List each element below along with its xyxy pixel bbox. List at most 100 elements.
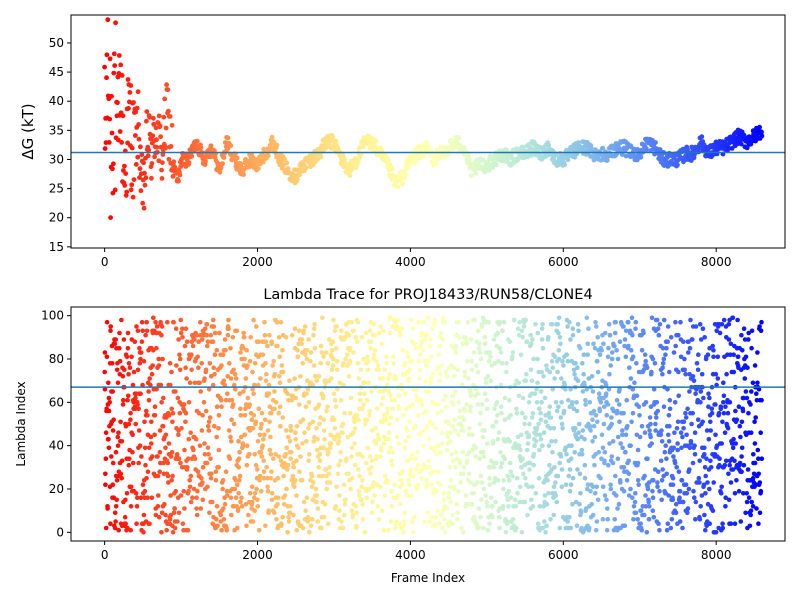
delta-g-point <box>167 114 173 119</box>
lambda-point <box>570 475 576 481</box>
lambda-point <box>678 319 683 325</box>
lambda-point <box>357 397 363 403</box>
lambda-point <box>600 484 606 490</box>
lambda-point <box>542 519 547 524</box>
lambda-point <box>667 423 672 429</box>
lambda-point <box>498 449 503 455</box>
lambda-point <box>514 410 520 416</box>
y-tick-label: 30 <box>49 152 64 166</box>
lambda-point <box>497 514 502 520</box>
lambda-point <box>255 504 261 509</box>
lambda-point <box>450 423 456 429</box>
delta-g-point <box>110 166 115 172</box>
lambda-point <box>739 332 744 338</box>
lambda-point <box>746 410 751 416</box>
lambda-point <box>306 337 311 342</box>
lambda-point <box>236 456 242 462</box>
delta-g-point <box>403 172 408 178</box>
lambda-point <box>283 335 289 340</box>
lambda-point <box>148 382 153 388</box>
lambda-point <box>630 354 636 360</box>
lambda-point <box>534 387 539 392</box>
lambda-point <box>465 358 470 364</box>
lambda-point <box>328 441 334 446</box>
lambda-point <box>657 527 662 533</box>
lambda-point <box>425 423 430 429</box>
lambda-point <box>111 417 116 423</box>
lambda-point <box>281 473 286 479</box>
lambda-point <box>665 324 671 329</box>
lambda-point <box>323 467 329 472</box>
lambda-point <box>643 358 648 364</box>
lambda-point <box>163 445 168 451</box>
lambda-point <box>244 523 249 529</box>
lambda-point <box>367 328 373 334</box>
lambda-point <box>230 402 236 407</box>
lambda-point <box>628 348 634 353</box>
lambda-point <box>184 339 190 345</box>
lambda-point <box>643 504 649 509</box>
lambda-point <box>702 512 707 518</box>
delta-g-point <box>473 171 479 177</box>
delta-g-point <box>134 105 140 111</box>
lambda-point <box>676 393 681 399</box>
delta-g-point <box>189 153 195 159</box>
lambda-point <box>698 337 704 342</box>
lambda-point <box>541 374 546 379</box>
lambda-point <box>340 430 345 436</box>
lambda-x-axis-label: Frame Index <box>391 571 465 585</box>
lambda-point <box>546 443 552 449</box>
lambda-point <box>247 402 252 407</box>
lambda-point <box>286 519 292 524</box>
delta-g-point <box>107 56 113 62</box>
lambda-point <box>660 345 666 351</box>
lambda-point <box>329 376 334 381</box>
lambda-point <box>362 380 367 386</box>
lambda-point <box>146 389 151 394</box>
lambda-point <box>539 400 544 405</box>
lambda-point <box>580 361 585 366</box>
lambda-point <box>716 410 722 416</box>
lambda-point <box>256 527 262 533</box>
lambda-point <box>565 358 571 364</box>
delta-g-point <box>379 147 385 153</box>
lambda-point <box>406 434 412 440</box>
lambda-point <box>568 387 573 392</box>
delta-g-point <box>142 182 148 188</box>
lambda-point <box>455 367 460 373</box>
lambda-point <box>605 517 610 522</box>
lambda-point <box>155 473 161 479</box>
lambda-point <box>104 319 110 325</box>
lambda-point <box>579 447 585 453</box>
lambda-point <box>614 397 620 403</box>
lambda-point <box>595 419 600 425</box>
lambda-point <box>529 415 535 420</box>
lambda-point <box>460 382 465 388</box>
lambda-point <box>275 475 281 481</box>
lambda-point <box>323 350 329 355</box>
lambda-point <box>523 378 529 384</box>
lambda-point <box>221 506 226 511</box>
lambda-point <box>605 354 611 360</box>
delta-g-point <box>107 116 113 122</box>
lambda-point <box>652 361 658 366</box>
lambda-point <box>630 410 636 416</box>
lambda-point <box>225 391 230 397</box>
lambda-point <box>538 389 544 394</box>
lambda-point <box>267 332 272 338</box>
lambda-point <box>277 404 283 410</box>
lambda-point <box>144 408 149 414</box>
lambda-point <box>675 447 680 453</box>
lambda-point <box>589 501 594 507</box>
lambda-point <box>639 348 645 353</box>
lambda-point <box>453 389 458 394</box>
lambda-point <box>481 486 487 492</box>
lambda-point <box>192 380 198 386</box>
lambda-point <box>219 404 224 410</box>
lambda-point <box>471 491 477 496</box>
lambda-point <box>723 495 728 501</box>
lambda-point <box>127 365 133 371</box>
lambda-point <box>588 488 593 494</box>
lambda-point <box>312 326 317 332</box>
lambda-point <box>323 380 328 386</box>
